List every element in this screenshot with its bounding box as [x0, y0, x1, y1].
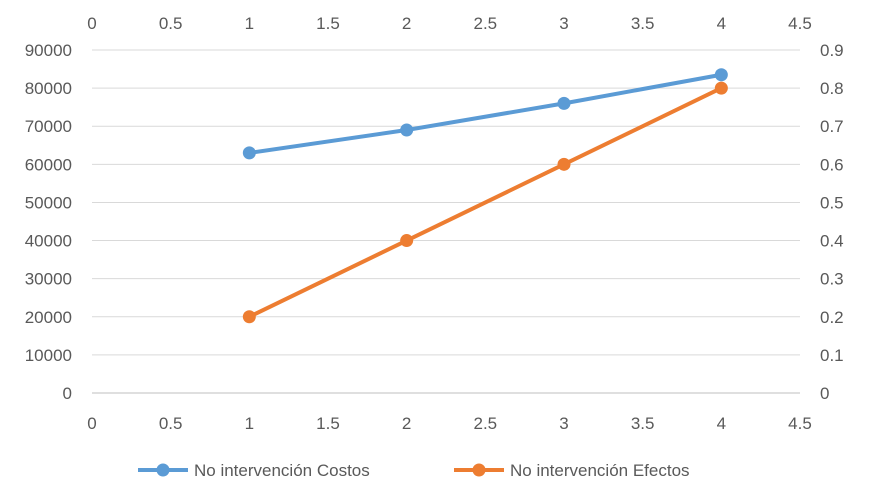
- y-left-tick-label: 40000: [25, 232, 72, 251]
- y-left-tick-label: 30000: [25, 270, 72, 289]
- x-tick-label-bottom: 0: [87, 414, 96, 433]
- x-tick-label-bottom: 1: [245, 414, 254, 433]
- x-tick-label-top: 3.5: [631, 14, 655, 33]
- y-right-tick-label: 0: [820, 384, 829, 403]
- legend-label-1: No intervención Costos: [194, 461, 370, 480]
- x-tick-label-bottom: 3.5: [631, 414, 655, 433]
- data-point-2: [557, 157, 571, 171]
- x-tick-label-top: 2.5: [474, 14, 498, 33]
- series-layer: [242, 68, 728, 324]
- y-right-tick-label: 0.5: [820, 193, 844, 212]
- x-tick-label-top: 2: [402, 14, 411, 33]
- y-right-tick-label: 0.4: [820, 232, 844, 251]
- y-left-tick-label: 50000: [25, 193, 72, 212]
- legend: No intervención Costos No intervención Ef…: [138, 461, 690, 480]
- data-point-2: [242, 310, 256, 324]
- x-tick-label-top: 1: [245, 14, 254, 33]
- x-tick-label-top: 3: [559, 14, 568, 33]
- series-line-2: [248, 86, 723, 319]
- x-tick-label-bottom: 2.5: [474, 414, 498, 433]
- y-left-tick-label: 20000: [25, 308, 72, 327]
- x-tick-label-top: 4.5: [788, 14, 812, 33]
- x-tick-label-bottom: 0.5: [159, 414, 183, 433]
- x-tick-label-bottom: 1.5: [316, 414, 340, 433]
- y-right-tick-label: 0.1: [820, 346, 844, 365]
- y-axis-right: 0 0.1 0.2 0.3 0.4 0.5 0.6 0.7 0.8 0.9: [820, 41, 844, 403]
- data-point-1: [714, 68, 728, 82]
- y-left-tick-label: 80000: [25, 79, 72, 98]
- x-tick-label-top: 0.5: [159, 14, 183, 33]
- x-tick-label-bottom: 4.5: [788, 414, 812, 433]
- y-left-tick-label: 10000: [25, 346, 72, 365]
- x-axis-bottom: 0 0.5 1 1.5 2 2.5 3 3.5 4 4.5: [87, 414, 812, 433]
- y-right-tick-label: 0.3: [820, 270, 844, 289]
- x-tick-label-top: 0: [87, 14, 96, 33]
- data-point-2: [714, 81, 728, 95]
- y-left-tick-label: 60000: [25, 155, 72, 174]
- gridlines: [92, 49, 800, 394]
- x-axis-top: 0 0.5 1 1.5 2 2.5 3 3.5 4 4.5: [87, 14, 812, 33]
- y-right-tick-label: 0.9: [820, 41, 844, 60]
- data-point-1: [557, 96, 571, 110]
- x-tick-label-top: 1.5: [316, 14, 340, 33]
- legend-marker-1: [156, 463, 170, 477]
- data-point-2: [400, 234, 414, 248]
- y-right-tick-label: 0.8: [820, 79, 844, 98]
- x-tick-label-bottom: 4: [717, 414, 726, 433]
- x-tick-label-bottom: 3: [559, 414, 568, 433]
- data-point-1: [400, 123, 414, 137]
- x-tick-label-bottom: 2: [402, 414, 411, 433]
- data-point-1: [242, 146, 256, 160]
- legend-marker-2: [472, 463, 486, 477]
- y-axis-left: 0 10000 20000 30000 40000 50000 60000 70000 8000…: [25, 41, 72, 403]
- legend-label-2: No intervención Efectos: [510, 461, 690, 480]
- x-tick-label-top: 4: [717, 14, 726, 33]
- y-left-tick-label: 90000: [25, 41, 72, 60]
- y-right-tick-label: 0.2: [820, 308, 844, 327]
- y-left-tick-label: 0: [63, 384, 72, 403]
- series-line-1: [249, 72, 722, 155]
- y-right-tick-label: 0.7: [820, 117, 844, 136]
- y-left-tick-label: 70000: [25, 117, 72, 136]
- y-right-tick-label: 0.6: [820, 155, 844, 174]
